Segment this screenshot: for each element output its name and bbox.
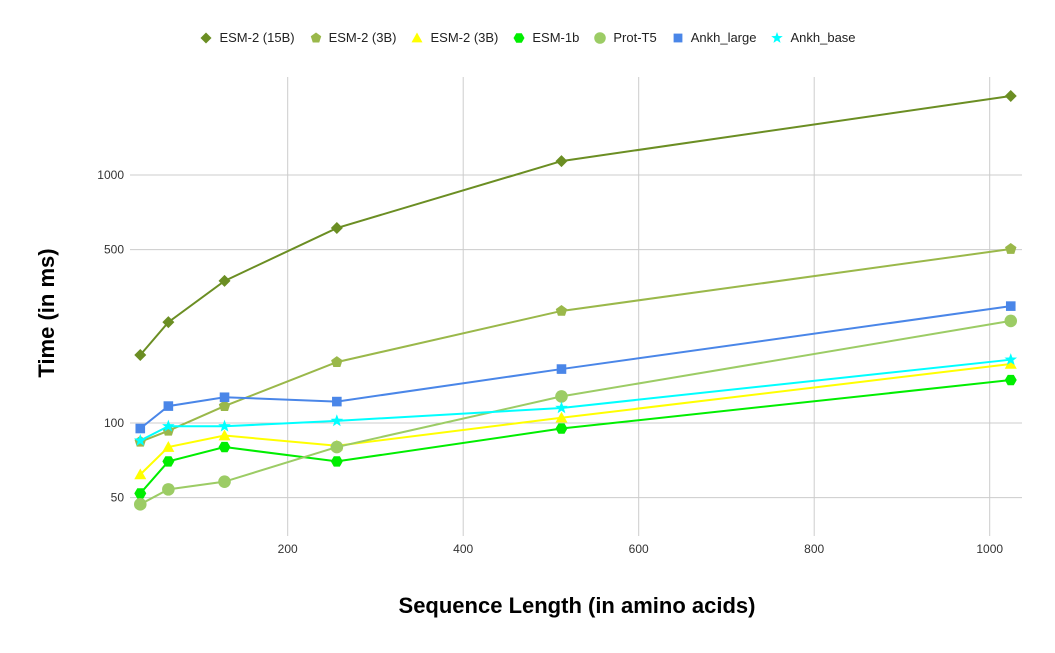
y-tick-label: 1000	[97, 168, 124, 182]
data-point	[1004, 353, 1018, 366]
data-point	[332, 396, 342, 407]
data-point	[331, 356, 343, 367]
data-point	[330, 414, 344, 427]
data-point	[1004, 90, 1017, 103]
diamond-shape	[200, 32, 212, 43]
legend-item[interactable]: ESM-1b	[512, 30, 579, 45]
series-prot-t5-4	[133, 314, 1018, 511]
data-point	[1004, 374, 1017, 386]
x-tick-label: 1000	[976, 542, 1003, 556]
data-point	[162, 419, 175, 432]
legend-label: Prot-T5	[613, 30, 657, 45]
legend-label: ESM-2 (3B)	[328, 30, 397, 45]
y-tick-label: 100	[104, 416, 124, 430]
triangle-shape	[411, 32, 423, 42]
pentagon-marker-icon	[310, 32, 321, 42]
legend-item[interactable]: ESM-2 (3B)	[309, 30, 397, 45]
data-point	[135, 423, 146, 434]
pentagon-shape	[310, 32, 321, 42]
gridlines	[130, 77, 1022, 536]
hexagon-shape	[513, 32, 525, 43]
data-point	[218, 429, 231, 441]
data-point	[218, 400, 231, 411]
legend-label: Ankh_base	[790, 30, 856, 45]
data-point	[555, 390, 568, 403]
data-point	[1004, 357, 1017, 369]
data-point	[134, 468, 147, 480]
x-tick-label: 400	[453, 542, 473, 556]
square-shape	[673, 33, 683, 42]
data-point	[162, 483, 175, 496]
series-ankh-large-5	[135, 301, 1016, 434]
triangle-marker-icon	[411, 32, 423, 42]
hexagon-marker-icon	[513, 32, 525, 43]
data-point	[555, 304, 568, 316]
x-tick-label: 600	[629, 542, 649, 556]
data-point	[555, 423, 568, 434]
series-esm-2-3b--2	[134, 357, 1017, 480]
series-esm-1b-3	[134, 374, 1017, 499]
data-point	[555, 401, 568, 414]
data-point	[133, 498, 147, 511]
series-esm-2-15b--0	[134, 90, 1017, 362]
series-line	[139, 95, 1011, 356]
legend-item[interactable]: Ankh_base	[770, 30, 856, 45]
data-point	[219, 392, 230, 403]
circle-marker-icon	[594, 31, 607, 44]
legend: ESM-2 (15B) ESM-2 (3B) ESM-2 (3B) ESM-1b Pro…	[0, 30, 1055, 45]
legend-label: ESM-2 (15B)	[219, 30, 295, 45]
series-line	[139, 362, 1011, 476]
x-tick-label: 800	[804, 542, 824, 556]
y-axis-title: Time (in ms)	[34, 248, 59, 378]
series-line	[139, 305, 1011, 430]
data-point	[162, 441, 175, 452]
legend-label: Ankh_large	[690, 30, 757, 45]
data-point	[330, 440, 344, 454]
legend-item[interactable]: Prot-T5	[593, 30, 657, 45]
data-point	[1005, 301, 1016, 311]
data-point	[218, 419, 231, 432]
data-point	[218, 441, 231, 453]
series-ankh-base-6	[134, 353, 1018, 446]
data-point	[1005, 243, 1017, 254]
legend-item[interactable]: Ankh_large	[671, 30, 757, 45]
legend-label: ESM-1b	[532, 30, 580, 45]
data-point	[330, 456, 343, 467]
star-shape	[771, 31, 784, 43]
diamond-marker-icon	[200, 32, 212, 43]
data-point	[555, 155, 568, 168]
y-tick-label: 50	[111, 491, 125, 505]
y-tick-label: 500	[104, 243, 124, 257]
series-line	[139, 319, 1011, 506]
circle-shape	[594, 31, 607, 44]
data-point	[134, 433, 147, 446]
series-line	[139, 379, 1011, 495]
data-point	[555, 411, 568, 423]
data-point	[162, 456, 175, 467]
data-point	[162, 316, 175, 329]
x-tick-label: 200	[278, 542, 298, 556]
data-point	[330, 222, 343, 235]
legend-label: ESM-2 (3B)	[430, 30, 499, 45]
series-line	[139, 358, 1011, 442]
series-line	[139, 248, 1011, 443]
data-point	[218, 274, 231, 287]
data-point	[1004, 314, 1018, 328]
data-point	[163, 401, 174, 411]
square-marker-icon	[673, 33, 683, 42]
data-point	[556, 364, 567, 374]
data-point	[134, 488, 147, 499]
data-point	[218, 475, 231, 488]
data-point	[134, 349, 147, 362]
legend-item[interactable]: ESM-2 (3B)	[410, 30, 498, 45]
x-axis-title: Sequence Length (in amino acids)	[398, 593, 756, 618]
legend-item[interactable]: ESM-2 (15B)	[199, 30, 295, 45]
star-marker-icon	[771, 31, 784, 43]
